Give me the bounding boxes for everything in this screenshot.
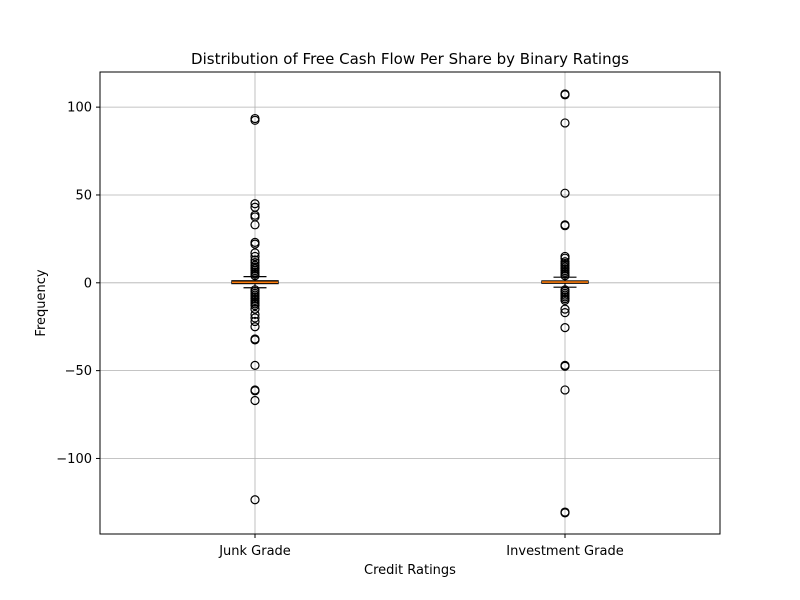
x-tick-label: Junk Grade [218, 544, 291, 559]
outlier-point [250, 316, 260, 327]
outlier-point [560, 221, 570, 231]
outlier-point [250, 248, 260, 258]
outlier-point [560, 361, 570, 371]
outlier-point [250, 271, 260, 281]
outlier-point [560, 118, 570, 128]
outlier-point [560, 308, 570, 318]
outlier-point [250, 239, 260, 249]
outlier-point [250, 322, 260, 332]
x-axis-label: Credit Ratings [364, 563, 456, 578]
outlier-point [250, 309, 260, 320]
outlier-point [250, 313, 260, 323]
y-tick-label: 0 [84, 276, 92, 291]
box-series [231, 89, 589, 518]
chart-title: Distribution of Free Cash Flow Per Share… [191, 50, 629, 68]
y-tick-label: −50 [65, 364, 92, 379]
x-tick-label: Investment Grade [506, 544, 623, 559]
outlier-point [560, 253, 570, 263]
outlier-point [250, 304, 260, 314]
outlier-point [560, 295, 570, 305]
grid-lines [100, 72, 720, 534]
outlier-point [250, 386, 260, 396]
outlier-point [560, 271, 570, 281]
outlier-point [560, 322, 570, 333]
outlier-point [250, 220, 260, 230]
outlier-point [560, 304, 570, 314]
outlier-point [560, 508, 570, 518]
outlier-point [250, 199, 260, 209]
y-tick-label: 100 [67, 101, 92, 116]
outlier-point [250, 335, 260, 345]
y-tick-label: −100 [56, 452, 92, 467]
box-group [231, 113, 279, 505]
x-axis-ticks: Junk Grade Investment Grade [218, 534, 624, 559]
outlier-point [250, 115, 260, 125]
outlier-point [560, 90, 570, 100]
outlier-point [560, 385, 570, 395]
y-tick-label: 50 [75, 188, 92, 203]
outlier-point [560, 188, 570, 198]
plot-area-frame [99, 71, 721, 535]
outlier-point [250, 301, 260, 311]
y-axis-ticks: −100 −50 0 50 100 [56, 101, 100, 467]
outlier-point [250, 255, 260, 265]
outlier-point [250, 395, 260, 406]
y-axis-label: Frequency [34, 269, 49, 336]
outlier-point [250, 495, 260, 505]
outlier-point [250, 251, 260, 262]
outlier-point [250, 360, 260, 370]
box-group [541, 89, 589, 518]
